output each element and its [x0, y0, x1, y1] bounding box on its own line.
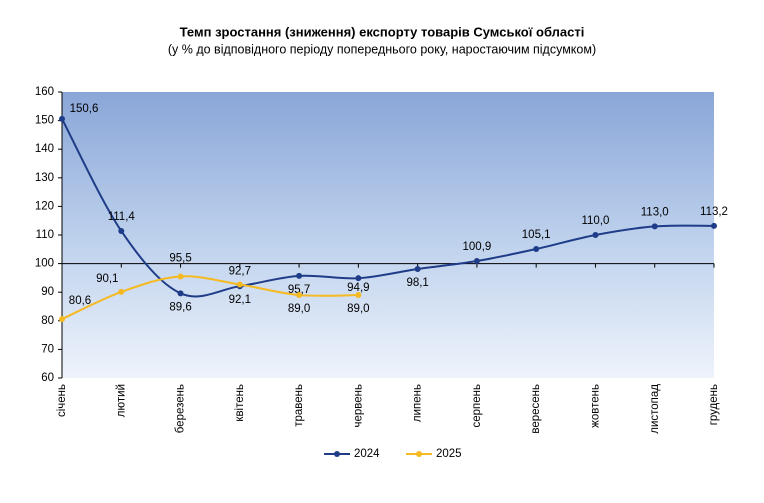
data-label: 113,0	[641, 206, 669, 218]
series-line	[61, 275, 359, 320]
x-tick-label: листопад	[649, 384, 661, 434]
data-label: 105,1	[522, 229, 551, 241]
x-tick-label: грудень	[708, 384, 720, 425]
data-point	[355, 292, 362, 299]
data-point	[118, 227, 125, 234]
data-label: 89,0	[347, 303, 369, 315]
data-point	[473, 258, 480, 265]
x-tick-label: серпень	[471, 384, 483, 428]
data-point	[118, 288, 125, 295]
chart-title: Темп зростання (зниження) експорту товар…	[180, 24, 585, 39]
data-label: 89,0	[288, 303, 310, 315]
y-tick-label: 140	[35, 143, 54, 155]
y-tick-label: 60	[41, 372, 54, 384]
data-point	[355, 275, 362, 282]
x-tick-label: липень	[412, 384, 424, 422]
y-tick-label: 110	[36, 229, 54, 241]
x-tick-label: квітень	[234, 384, 246, 422]
data-label: 89,6	[169, 301, 191, 313]
x-tick-label: вересень	[530, 384, 542, 434]
y-tick-label: 80	[41, 315, 54, 327]
data-label: 95,5	[169, 253, 191, 265]
data-point	[177, 273, 184, 280]
data-point	[533, 246, 540, 253]
data-point	[651, 223, 658, 230]
data-label: 80,6	[69, 295, 91, 307]
chart-subtitle: (у % до відповідного періоду попередньог…	[168, 42, 596, 56]
y-tick-label: 90	[41, 286, 54, 298]
y-tick-label: 70	[41, 343, 54, 355]
legend-marker	[416, 451, 422, 457]
data-point	[236, 281, 243, 288]
y-tick-label: 160	[35, 86, 54, 98]
legend-marker	[334, 451, 340, 457]
data-label: 150,6	[70, 103, 99, 115]
x-tick-label: січень	[56, 384, 68, 417]
data-point	[592, 232, 599, 238]
data-label: 92,7	[229, 266, 251, 278]
y-tick-label: 120	[35, 200, 54, 212]
y-tick-label: 130	[35, 172, 54, 184]
data-point	[296, 272, 303, 279]
data-point	[711, 222, 717, 229]
data-label: 111,4	[108, 211, 136, 223]
y-tick-label: 100	[35, 258, 54, 270]
x-tick-label: червень	[352, 384, 364, 428]
data-label: 113,2	[700, 206, 728, 218]
x-tick-label: березень	[175, 384, 187, 433]
data-label: 90,1	[96, 273, 118, 285]
data-point	[296, 292, 303, 299]
data-label: 94,9	[347, 282, 369, 294]
data-point	[59, 115, 65, 122]
x-tick-label: лютий	[115, 384, 127, 417]
data-label: 100,9	[463, 241, 492, 253]
x-tick-label: травень	[293, 384, 305, 427]
legend-label: 2024	[354, 448, 380, 460]
data-point	[177, 290, 184, 297]
data-label: 110,0	[581, 215, 609, 227]
data-label: 98,1	[406, 277, 428, 289]
data-point	[59, 316, 65, 323]
x-tick-label: жовтень	[589, 384, 601, 428]
data-label: 95,7	[288, 284, 310, 296]
y-tick-label: 150	[35, 115, 54, 127]
plot-area	[62, 92, 714, 378]
legend-label: 2025	[436, 448, 462, 460]
data-label: 92,1	[229, 294, 251, 306]
data-point	[414, 266, 421, 273]
